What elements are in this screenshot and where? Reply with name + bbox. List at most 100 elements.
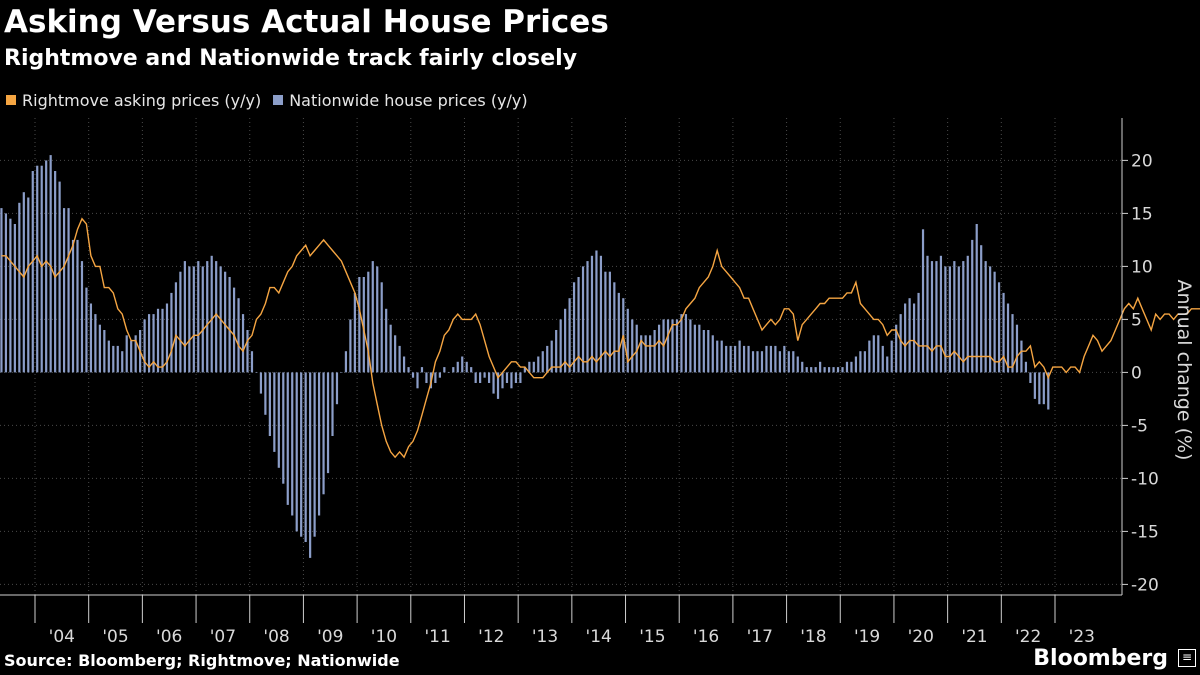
bar-nationwide (577, 277, 580, 373)
bar-nationwide (479, 372, 482, 383)
bar-nationwide (801, 361, 804, 373)
bar-nationwide (586, 261, 589, 373)
bar-nationwide (13, 224, 16, 373)
bar-nationwide (143, 319, 146, 373)
bar-nationwide (125, 335, 128, 373)
bar-nationwide (908, 298, 911, 373)
bar-nationwide (335, 372, 339, 405)
bar-nationwide (948, 266, 951, 373)
bar-nationwide (980, 245, 983, 373)
bar-nationwide (300, 372, 303, 537)
bar-nationwide (282, 372, 285, 484)
bar-nationwide (917, 292, 920, 373)
bar-nationwide (326, 372, 330, 474)
bar-nationwide (814, 367, 817, 373)
bar-nationwide (250, 351, 254, 373)
bar-nationwide (62, 208, 66, 373)
bar-nationwide (201, 266, 204, 373)
bar-nationwide (774, 345, 777, 373)
bar-nationwide (130, 340, 133, 373)
y-axis-title: Annual change (%) (1173, 280, 1195, 461)
bar-nationwide (881, 345, 884, 373)
y-tick-label: -5 (1131, 416, 1148, 436)
bar-nationwide (738, 340, 741, 373)
bar-nationwide (103, 330, 106, 373)
bar-nationwide (228, 277, 231, 373)
bar-nationwide (501, 372, 504, 389)
bar-nationwide (255, 372, 258, 373)
bar-nationwide (40, 165, 43, 373)
bar-nationwide (80, 261, 84, 373)
legend-item-rightmove: Rightmove asking prices (y/y) (6, 91, 261, 110)
bar-nationwide (819, 361, 822, 373)
bar-nationwide (1029, 372, 1032, 383)
bar-nationwide (747, 345, 750, 373)
bar-nationwide (161, 308, 164, 373)
bar-nationwide (631, 319, 634, 373)
bar-nationwide (510, 372, 513, 389)
bar-nationwide (394, 335, 397, 373)
bar-nationwide (966, 255, 969, 373)
bar-nationwide (823, 367, 826, 373)
bar-nationwide (1033, 372, 1036, 399)
x-tick-label: '20 (908, 627, 934, 647)
chart-legend: Rightmove asking prices (y/y) Nationwide… (6, 88, 540, 112)
bar-nationwide (675, 319, 679, 373)
x-tick-label: '05 (102, 627, 128, 647)
bar-nationwide (555, 330, 558, 373)
bar-nationwide (912, 303, 916, 373)
bar-nationwide (76, 239, 79, 373)
bar-nationwide (653, 330, 656, 373)
bar-nationwide (505, 372, 509, 383)
bar-nationwide (259, 372, 263, 394)
bar-nationwide (470, 367, 473, 373)
x-tick-label: '04 (49, 627, 75, 647)
bar-nationwide (461, 356, 464, 373)
bar-nationwide (1042, 372, 1045, 405)
bar-nationwide (626, 308, 629, 373)
bar-nationwide (617, 292, 620, 373)
bar-nationwide (385, 308, 388, 373)
bar-nationwide (264, 372, 267, 415)
bar-nationwide (183, 261, 186, 373)
bar-nationwide (997, 282, 1001, 373)
bar-nationwide (850, 361, 853, 373)
bar-nationwide (18, 202, 21, 373)
x-tick-label: '23 (1069, 627, 1095, 647)
bar-nationwide (854, 356, 858, 373)
legend-item-nationwide: Nationwide house prices (y/y) (273, 91, 528, 110)
bar-nationwide (689, 319, 692, 373)
bar-nationwide (944, 266, 947, 373)
bar-nationwide (751, 351, 755, 373)
bar-nationwide (962, 261, 965, 373)
bar-nationwide (273, 372, 276, 452)
bar-nationwide (532, 361, 535, 373)
bar-nationwide (170, 292, 173, 373)
bar-nationwide (693, 324, 696, 373)
bar-nationwide (841, 367, 844, 373)
bar-nationwide (559, 319, 562, 373)
bar-nationwide (523, 367, 526, 373)
bar-nationwide (192, 266, 195, 373)
x-tick-label: '22 (1015, 627, 1041, 647)
bar-nationwide (734, 345, 737, 373)
bar-nationwide (402, 356, 406, 373)
y-tick-labels: 20 15 10 5 0 -5 -10 -15 -20 (1131, 151, 1159, 595)
bar-nationwide (268, 372, 271, 436)
bar-nationwide (304, 372, 307, 542)
bar-nationwide (206, 261, 209, 373)
bar-nationwide (291, 372, 294, 516)
bar-nationwide (447, 372, 450, 373)
bar-nationwide (1015, 324, 1019, 373)
bar-nationwide (376, 266, 379, 373)
bar-nationwide (67, 208, 70, 373)
bar-nationwide (340, 372, 343, 373)
bar-nationwide (492, 372, 495, 394)
x-tick-label: '07 (210, 627, 236, 647)
bar-nationwide (939, 255, 943, 373)
bar-nationwide (975, 224, 978, 373)
bar-nationwide (711, 335, 714, 373)
x-tick-label: '10 (371, 627, 397, 647)
bar-nationwide (635, 324, 638, 373)
